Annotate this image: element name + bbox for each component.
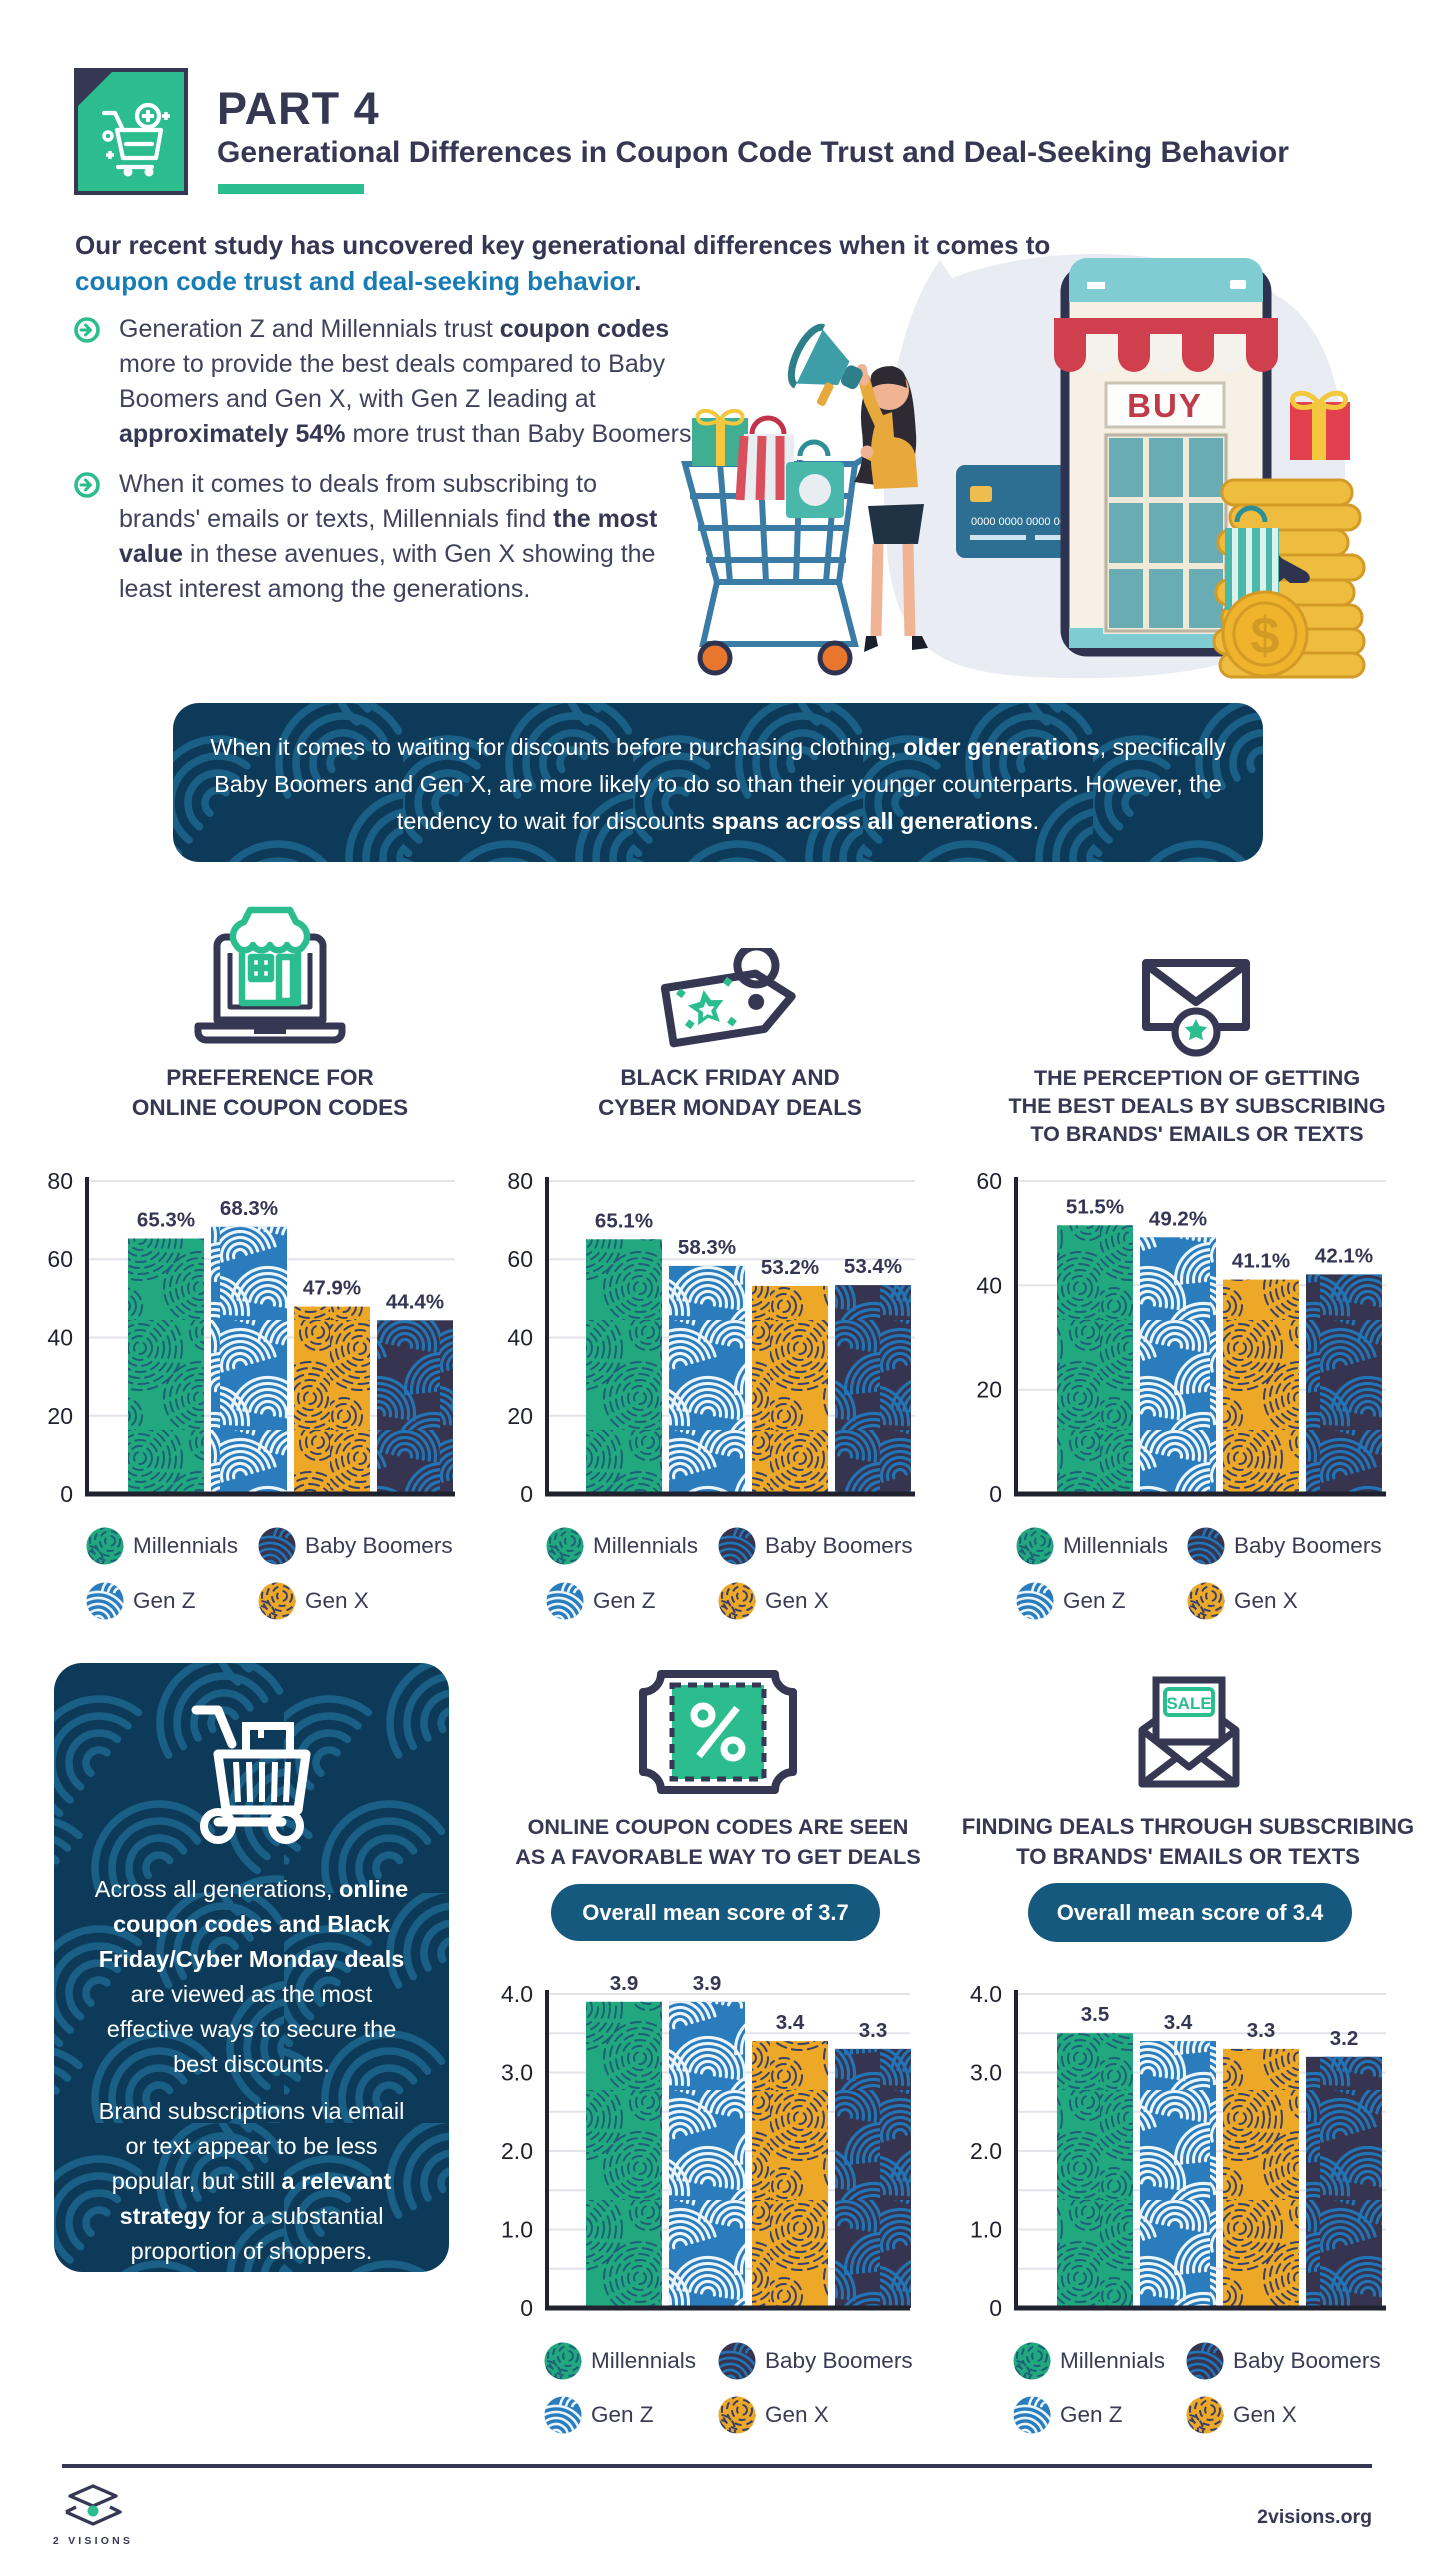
svg-text:0: 0 <box>520 1481 533 1507</box>
svg-text:0000 0000 0000 0000: 0000 0000 0000 0000 <box>971 516 1078 528</box>
svg-text:3.0: 3.0 <box>970 2060 1002 2086</box>
svg-text:0: 0 <box>520 2295 533 2321</box>
svg-text:4.0: 4.0 <box>501 1981 533 2007</box>
svg-text:3.2: 3.2 <box>1330 2027 1359 2050</box>
svg-text:1.0: 1.0 <box>970 2217 1002 2243</box>
svg-text:80: 80 <box>507 1168 533 1194</box>
svg-text:0: 0 <box>989 1481 1002 1507</box>
svg-text:1.0: 1.0 <box>501 2217 533 2243</box>
svg-text:60: 60 <box>507 1246 533 1272</box>
svg-text:3.4: 3.4 <box>1164 2011 1193 2034</box>
svg-text:2.0: 2.0 <box>970 2138 1002 2164</box>
svg-text:60: 60 <box>47 1246 73 1272</box>
svg-text:3.9: 3.9 <box>693 1975 722 1995</box>
svg-text:60: 60 <box>976 1168 1002 1194</box>
svg-text:$: $ <box>1251 607 1280 665</box>
svg-text:40: 40 <box>47 1325 73 1351</box>
svg-text:80: 80 <box>47 1168 73 1194</box>
svg-text:40: 40 <box>976 1272 1002 1298</box>
svg-text:44.4%: 44.4% <box>386 1290 444 1313</box>
svg-text:0: 0 <box>989 2295 1002 2321</box>
svg-text:53.4%: 53.4% <box>844 1255 902 1278</box>
svg-text:49.2%: 49.2% <box>1149 1207 1207 1230</box>
svg-text:65.3%: 65.3% <box>137 1209 195 1232</box>
svg-text:3.3: 3.3 <box>1247 2019 1276 2042</box>
svg-text:65.1%: 65.1% <box>595 1209 653 1232</box>
svg-text:41.1%: 41.1% <box>1232 1250 1290 1273</box>
svg-text:53.2%: 53.2% <box>761 1256 819 1279</box>
svg-text:2.0: 2.0 <box>501 2138 533 2164</box>
svg-text:68.3%: 68.3% <box>220 1197 278 1220</box>
svg-text:58.3%: 58.3% <box>678 1236 736 1259</box>
svg-text:3.5: 3.5 <box>1081 2003 1110 2026</box>
svg-text:2 VISIONS: 2 VISIONS <box>53 2535 133 2547</box>
svg-text:4.0: 4.0 <box>970 1981 1002 2007</box>
svg-text:3.3: 3.3 <box>859 2019 888 2042</box>
svg-text:0: 0 <box>60 1481 73 1507</box>
svg-text:42.1%: 42.1% <box>1315 1244 1373 1267</box>
svg-text:SALE: SALE <box>1166 1694 1211 1713</box>
svg-text:20: 20 <box>507 1403 533 1429</box>
svg-text:51.5%: 51.5% <box>1066 1195 1124 1218</box>
svg-text:BUY: BUY <box>1127 387 1203 424</box>
svg-text:47.9%: 47.9% <box>303 1277 361 1300</box>
svg-text:20: 20 <box>976 1377 1002 1403</box>
svg-text:20: 20 <box>47 1403 73 1429</box>
svg-text:3.4: 3.4 <box>776 2011 805 2034</box>
svg-text:3.0: 3.0 <box>501 2060 533 2086</box>
svg-text:3.9: 3.9 <box>610 1975 639 1995</box>
svg-text:40: 40 <box>507 1325 533 1351</box>
